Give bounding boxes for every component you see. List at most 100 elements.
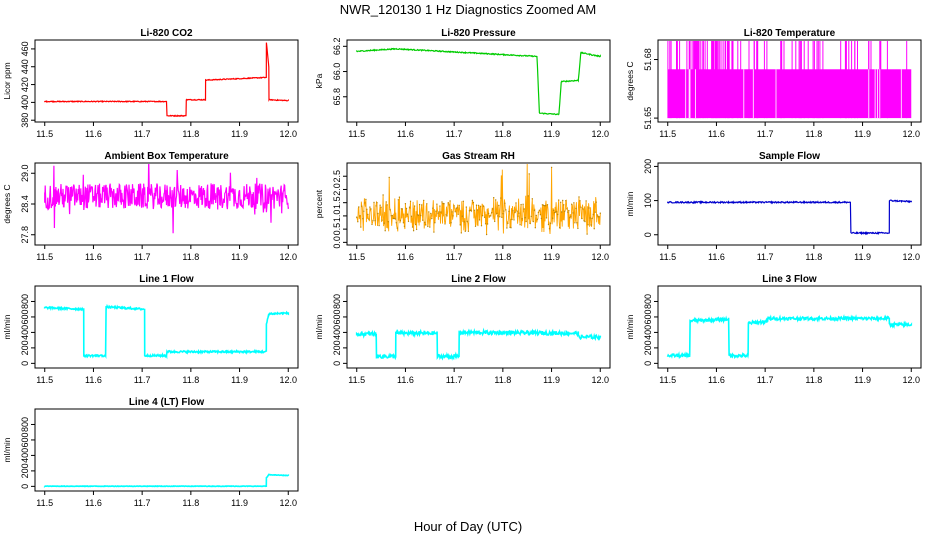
x-tick-label: 11.8: [182, 498, 199, 508]
x-tick-label: 11.5: [348, 129, 365, 139]
chart-panel: Li-820 Pressure 11.5 11.6 11.7 11.8 11.9 12.0 6…: [314, 28, 611, 139]
x-tick-label: 11.8: [494, 252, 511, 262]
x-tick-label: 11.6: [708, 252, 725, 262]
series-group: [667, 199, 912, 236]
y-tick-label: 800: [332, 294, 342, 309]
chart-panel: Ambient Box Temperature 11.5 11.6 11.7 11.8 1…: [2, 151, 299, 262]
series-line: [44, 164, 289, 234]
y-tick-label: 28.4: [20, 195, 30, 213]
series-group: [44, 42, 289, 118]
chart-panel: Li-820 Temperature 11.5 11.6 11.7 11.8 11.9 12…: [625, 28, 922, 139]
temperature-spikes: [667, 41, 908, 119]
x-tick-label: 11.5: [659, 129, 676, 139]
y-axis-label: degrees C: [2, 184, 12, 223]
y-tick-label: 200: [20, 463, 30, 478]
x-tick-label: 11.9: [543, 375, 560, 385]
x-tick-label: 11.8: [182, 252, 199, 262]
y-tick-label: 200: [643, 340, 653, 355]
plot-frame: [657, 162, 922, 246]
x-tick-label: 11.6: [85, 129, 102, 139]
x-tick-label: 12.0: [279, 129, 297, 139]
y-axis-label: ml/min: [625, 314, 635, 339]
y-tick-label: 51.65: [643, 107, 653, 130]
y-axis-label: percent: [314, 189, 324, 218]
panel-title: Sample Flow: [759, 151, 820, 162]
x-tick-label: 11.5: [36, 498, 53, 508]
plot-frame: [346, 39, 611, 123]
y-tick-label: 200: [332, 340, 342, 355]
y-tick-label: 600: [332, 309, 342, 324]
y-tick-label: 800: [20, 417, 30, 432]
x-tick-label: 11.5: [36, 252, 53, 262]
x-tick-label: 11.9: [543, 129, 560, 139]
series-group: [667, 41, 912, 119]
y-tick-label: 2.0: [332, 183, 342, 196]
x-tick-label: 11.8: [805, 252, 822, 262]
y-tick-label: 0: [643, 232, 653, 237]
x-tick-label: 11.5: [659, 375, 676, 385]
y-tick-label: 200: [20, 340, 30, 355]
plot-frame: [34, 39, 299, 123]
panel-title: Line 3 Flow: [762, 274, 817, 285]
y-tick-label: 380: [20, 113, 30, 128]
y-axis-label: Licor ppm: [2, 62, 12, 99]
y-axis-label: degrees C: [625, 61, 635, 100]
plot-frame: [657, 285, 922, 369]
series-line: [666, 313, 913, 360]
x-tick-label: 11.5: [348, 252, 365, 262]
temperature-gaps: [685, 69, 902, 119]
x-tick-label: 11.7: [757, 252, 774, 262]
chart-panel: Line 1 Flow 11.5 11.6 11.7 11.8 11.9 12.0 0 2004…: [2, 274, 299, 385]
x-tick-label: 11.5: [348, 375, 365, 385]
series-points: [356, 166, 602, 236]
y-tick-label: 29.0: [20, 164, 30, 182]
x-tick-label: 11.6: [397, 252, 414, 262]
x-tick-label: 12.0: [279, 252, 297, 262]
y-tick-label: 400: [20, 95, 30, 110]
y-axis-label: ml/min: [2, 314, 12, 339]
x-tick-label: 11.6: [397, 375, 414, 385]
plot-frame: [346, 162, 611, 246]
y-tick-label: 0: [332, 361, 342, 366]
y-tick-label: 0: [643, 361, 653, 366]
series-line: [356, 164, 601, 235]
x-tick-label: 12.0: [902, 375, 920, 385]
series-group: [43, 473, 290, 488]
x-tick-label: 11.5: [659, 252, 676, 262]
y-tick-label: 0.0: [332, 236, 342, 249]
y-tick-label: 400: [643, 325, 653, 340]
figure-title: NWR_120130 1 Hz Diagnostics Zoomed AM: [340, 2, 597, 17]
x-tick-label: 11.9: [543, 252, 560, 262]
x-tick-label: 11.7: [134, 375, 151, 385]
y-tick-label: 27.8: [20, 226, 30, 244]
panel-title: Li-820 Temperature: [744, 28, 836, 39]
series-line: [43, 473, 290, 488]
panel-title: Ambient Box Temperature: [104, 151, 229, 162]
y-tick-label: 800: [643, 294, 653, 309]
y-tick-label: 460: [20, 41, 30, 56]
x-tick-label: 12.0: [902, 129, 920, 139]
x-tick-label: 11.8: [182, 129, 199, 139]
x-tick-label: 11.6: [85, 375, 102, 385]
series-line: [356, 47, 601, 116]
x-tick-label: 11.6: [708, 375, 725, 385]
series-group: [43, 303, 290, 360]
panel-title: Line 2 Flow: [451, 274, 506, 285]
y-tick-label: 440: [20, 59, 30, 74]
y-tick-label: 1.5: [332, 196, 342, 209]
y-tick-label: 66.2: [332, 38, 342, 56]
series-line: [667, 199, 912, 236]
x-tick-label: 11.6: [397, 129, 414, 139]
panel-title: Line 4 (LT) Flow: [129, 397, 205, 408]
x-tick-label: 12.0: [279, 375, 297, 385]
panel-title: Li-820 CO2: [140, 28, 193, 39]
x-tick-label: 11.6: [85, 498, 102, 508]
y-tick-label: 1.0: [332, 210, 342, 223]
x-tick-label: 12.0: [591, 252, 609, 262]
series-group: [356, 47, 601, 116]
x-tick-label: 11.6: [85, 252, 102, 262]
series-group: [44, 164, 289, 234]
x-tick-label: 11.7: [446, 375, 463, 385]
y-tick-label: 65.8: [332, 88, 342, 106]
